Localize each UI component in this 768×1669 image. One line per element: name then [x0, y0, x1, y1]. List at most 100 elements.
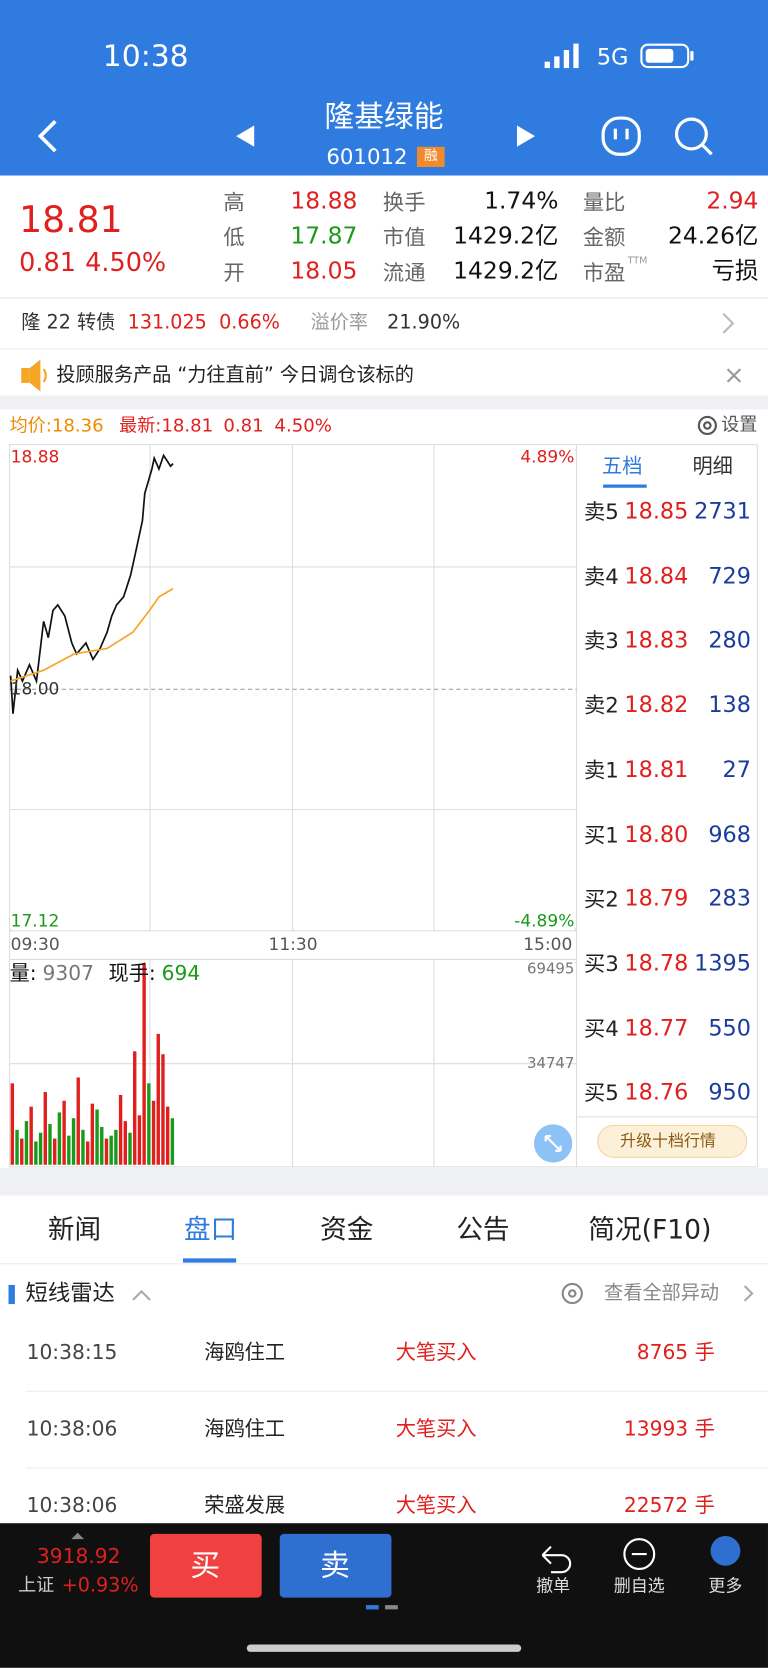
- last-price: 18.81: [19, 198, 123, 242]
- settings-icon[interactable]: [697, 415, 717, 436]
- book-volume: 2731: [694, 498, 751, 524]
- stat-value: 亏损: [711, 258, 759, 286]
- alert-stock[interactable]: 荣盛发展: [204, 1493, 286, 1518]
- volume-bar: [109, 1135, 113, 1165]
- bond-change: 0.66%: [219, 311, 280, 335]
- book-price: 18.82: [624, 692, 689, 718]
- collapse-icon[interactable]: [132, 1289, 151, 1301]
- volume-bar: [100, 1126, 104, 1165]
- page-dot: [385, 1605, 398, 1610]
- y-tick-label: 18.88: [10, 446, 60, 467]
- sell-button[interactable]: [279, 1533, 392, 1598]
- close-notice[interactable]: [726, 368, 742, 383]
- volume-bar: [15, 1129, 19, 1165]
- tab[interactable]: 资金: [320, 1214, 374, 1246]
- stat-label: 市盈: [582, 259, 626, 286]
- search-icon[interactable]: [674, 117, 713, 156]
- back-button[interactable]: [37, 119, 57, 153]
- action-label[interactable]: 更多: [708, 1575, 743, 1596]
- radar-link[interactable]: 查看全部异动: [604, 1281, 720, 1305]
- book-volume: 283: [708, 885, 751, 912]
- book-level: 买1: [583, 821, 619, 848]
- alert-volume: 8765 手: [636, 1340, 715, 1365]
- x-tick-label: 15:00: [523, 933, 573, 955]
- service-icon[interactable]: [601, 116, 641, 156]
- chart-frame: [9, 444, 758, 1168]
- alert-stock[interactable]: 海鸥住工: [204, 1340, 286, 1365]
- radar-arrow[interactable]: [743, 1285, 754, 1302]
- undo-icon[interactable]: [541, 1545, 572, 1574]
- volume-bar: [151, 1100, 156, 1165]
- alert-time: 10:38:06: [26, 1493, 118, 1518]
- stat-label: 市值: [382, 224, 426, 250]
- legend-change-pct: 4.50%: [274, 415, 332, 437]
- stat-label: 高: [223, 189, 245, 215]
- book-tab[interactable]: 五档: [602, 454, 643, 479]
- volume-bar: [43, 1092, 47, 1165]
- volume-bar: [170, 1118, 175, 1165]
- volume-bar: [137, 1115, 142, 1165]
- premium-value: 21.90%: [387, 311, 461, 335]
- book-price: 18.81: [624, 756, 689, 783]
- tab[interactable]: 盘口: [184, 1214, 238, 1246]
- bond-name: 隆 22 转债: [21, 311, 116, 335]
- action-label[interactable]: 撤单: [536, 1575, 571, 1596]
- y2-tick-label: -4.89%: [514, 910, 575, 931]
- book-level: 卖3: [583, 627, 619, 654]
- volume-bar: [142, 964, 146, 1165]
- volume-bar: [29, 1106, 33, 1165]
- page-dot: [365, 1605, 379, 1610]
- volume-bar: [114, 1129, 118, 1165]
- upgrade-label[interactable]: 升级十档行情: [620, 1131, 716, 1151]
- stat-value: 24.26亿: [668, 223, 759, 250]
- price-change: 0.81: [19, 247, 76, 278]
- index-name: 上证: [18, 1574, 55, 1597]
- active-tab-underline: [182, 1258, 237, 1263]
- volume-bar: [95, 1109, 99, 1165]
- bond-price: 131.025: [127, 311, 207, 335]
- stat-value: 2.94: [706, 188, 759, 215]
- book-level: 买4: [583, 1015, 619, 1041]
- battery-icon: [640, 43, 694, 69]
- radar-title: 短线雷达: [25, 1280, 115, 1306]
- upgrade-button[interactable]: [597, 1124, 748, 1158]
- book-price: 18.78: [624, 950, 689, 976]
- stock-code: 601012: [326, 143, 408, 170]
- next-stock[interactable]: [516, 125, 536, 147]
- volume-bar: [81, 1129, 85, 1165]
- home-indicator: [246, 1644, 522, 1652]
- alert-action: 大笔买入: [395, 1340, 477, 1365]
- speaker-icon: [21, 359, 47, 392]
- price-line: [10, 587, 174, 682]
- settings-label[interactable]: 设置: [721, 414, 758, 436]
- expand-button[interactable]: [533, 1124, 573, 1163]
- volume-bar: [128, 1132, 132, 1165]
- book-tab[interactable]: 明细: [692, 454, 733, 479]
- more-icon[interactable]: [710, 1535, 741, 1566]
- sell-label[interactable]: 卖: [320, 1547, 350, 1583]
- premium-label: 溢价率: [310, 311, 369, 335]
- stat-value: 1429.2亿: [453, 223, 559, 250]
- buy-button[interactable]: [149, 1533, 262, 1598]
- margin-badge: 融: [423, 148, 438, 165]
- alert-stock[interactable]: 海鸥住工: [204, 1417, 286, 1441]
- book-level: 买2: [583, 886, 619, 912]
- volume-bar: [67, 1135, 71, 1165]
- tab[interactable]: 公告: [456, 1214, 510, 1246]
- alert-volume: 22572 手: [623, 1493, 715, 1518]
- book-level: 卖5: [583, 498, 619, 525]
- bond-arrow[interactable]: [722, 313, 735, 334]
- action-label[interactable]: 删自选: [613, 1575, 665, 1596]
- stat-label: 换手: [382, 189, 426, 215]
- notice-text[interactable]: 投顾服务产品 “力往直前” 今日调仓该标的: [56, 363, 414, 387]
- prev-stock[interactable]: [236, 125, 255, 147]
- tab[interactable]: 简况(F10): [588, 1214, 712, 1246]
- tab[interactable]: 新闻: [47, 1214, 102, 1246]
- radar-settings[interactable]: [561, 1282, 583, 1305]
- volume-bar: [118, 1094, 123, 1165]
- buy-label[interactable]: 买: [190, 1547, 221, 1583]
- legend-change: 0.81: [223, 415, 264, 437]
- volume-bar: [165, 1106, 170, 1165]
- stat-sup: TTM: [627, 255, 648, 267]
- remove-icon[interactable]: [623, 1538, 656, 1571]
